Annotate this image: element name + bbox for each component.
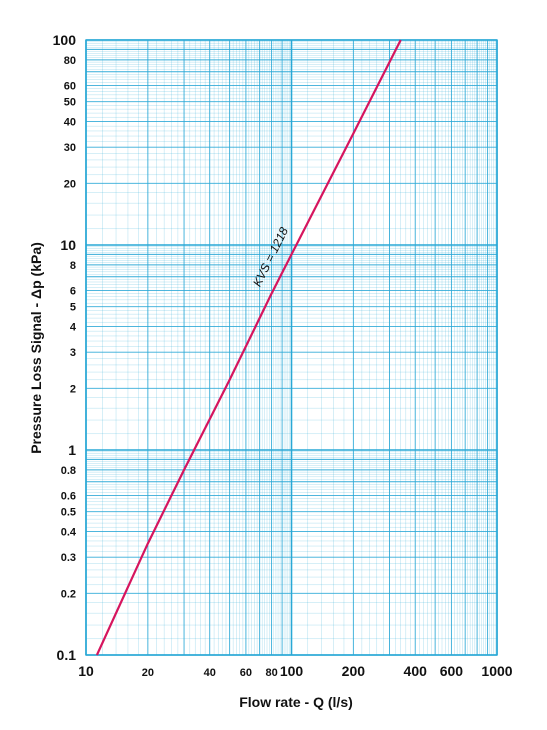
x-tick-labels: 10 20 40 60 80 100 200 400 600 1000	[78, 663, 513, 679]
x-tick-label: 600	[440, 663, 464, 679]
x-tick-label: 1000	[481, 663, 512, 679]
y-tick-label: 0.3	[61, 552, 76, 564]
y-tick-label: 40	[64, 117, 76, 129]
x-tick-label: 200	[342, 663, 366, 679]
y-tick-label: 60	[64, 80, 76, 92]
series-line	[95, 39, 402, 656]
y-tick-label: 6	[70, 285, 76, 297]
x-tick-label: 60	[240, 667, 252, 679]
y-tick-label: 50	[64, 97, 76, 109]
y-tick-label: 20	[64, 178, 76, 190]
x-tick-label: 100	[280, 663, 304, 679]
y-tick-label: 0.4	[61, 527, 77, 539]
x-tick-label: 40	[204, 667, 216, 679]
x-tick-label: 400	[404, 663, 428, 679]
x-tick-label: 20	[142, 667, 154, 679]
y-tick-label: 100	[53, 32, 77, 48]
y-tick-label: 30	[64, 142, 76, 154]
x-tick-label: 10	[78, 663, 94, 679]
y-tick-label: 0.5	[61, 507, 76, 519]
y-tick-label: 0.6	[61, 490, 76, 502]
y-tick-label: 1	[68, 442, 76, 458]
x-axis-label: Flow rate - Q (l/s)	[239, 694, 353, 710]
grid	[85, 39, 498, 656]
y-tick-label: 10	[60, 237, 76, 253]
y-tick-label: 8	[70, 260, 76, 272]
y-tick-labels: 0.1 0.2 0.3 0.4 0.5 0.6 0.8 1 2 3 4 5 6 8 10 20 30 40 50 60…	[53, 32, 77, 663]
y-tick-label: 80	[64, 55, 76, 67]
y-tick-label: 2	[70, 383, 76, 395]
y-tick-label: 0.2	[61, 588, 76, 600]
y-tick-label: 0.8	[61, 465, 76, 477]
y-tick-label: 4	[70, 322, 77, 334]
y-tick-label: 3	[70, 347, 76, 359]
y-tick-label: 0.1	[57, 647, 77, 663]
x-tick-label: 80	[265, 667, 277, 679]
y-axis-label: Pressure Loss Signal - Δp (kPa)	[28, 242, 44, 454]
y-tick-label: 5	[70, 302, 76, 314]
